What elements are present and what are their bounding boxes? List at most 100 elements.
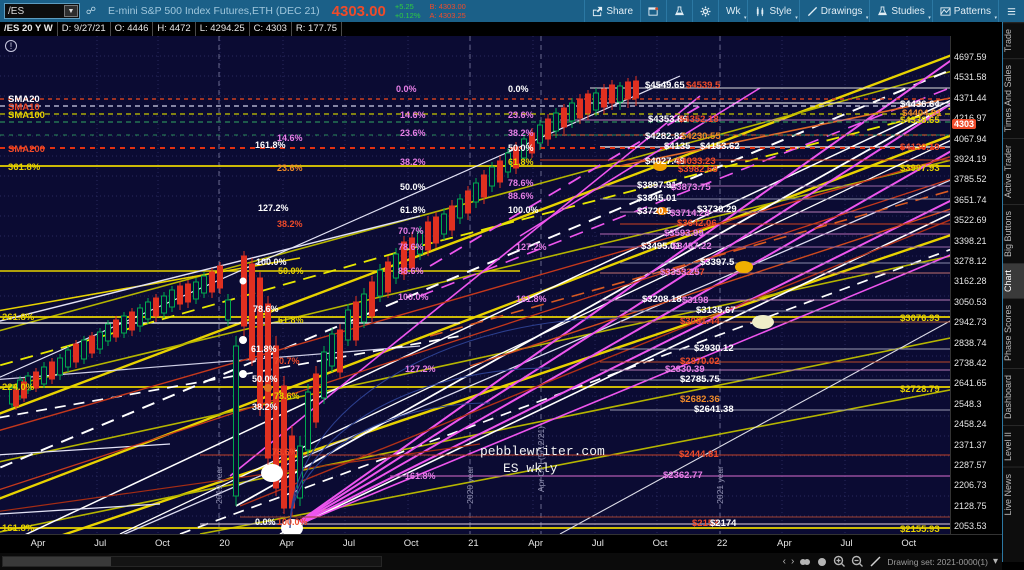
studies-button[interactable]: Studies ▾ (869, 0, 931, 22)
menu-button[interactable] (998, 0, 1024, 22)
fib-level-label: 23.6% (277, 163, 303, 173)
fib-level-label: 23.6% (400, 128, 426, 138)
price-level-tag: $4230.55 (681, 131, 721, 142)
price-level-tag: $3487.22 (672, 241, 712, 252)
top-toolbar: /ES ▼ ☍ E-mini S&P 500 Index Futures,ETH… (0, 0, 1024, 22)
price-level-tag: $4135 (664, 141, 691, 152)
time-axis-label: 21 (468, 538, 479, 549)
drawing-set-label[interactable]: Drawing set: 2021-0000(1) (887, 556, 988, 567)
price-level-tag: $3845.01 (637, 193, 677, 204)
symbol-description: E-mini S&P 500 Index Futures,ETH (DEC 21… (108, 5, 320, 17)
time-axis-label: Jul (840, 538, 853, 549)
fib-level-label: 161.8% (405, 471, 436, 481)
price-level-tag: $3897.91 (637, 180, 677, 191)
fib-level-label: 38.2% (252, 402, 278, 412)
sidebar-tab-times-and-sales[interactable]: Times And Sales (1003, 58, 1024, 139)
time-axis[interactable]: Apr Jul Oct 20 Apr Jul Oct 21 Apr Jul Oct 22 Apr Jul O… (0, 534, 1002, 553)
annotation-2021-year: 2021 year (715, 466, 725, 504)
pencil-icon[interactable] (869, 555, 882, 568)
fib-level-label: 50.0% (400, 182, 426, 192)
patterns-label: Patterns (953, 5, 991, 17)
fib-level-label: 0.0% (396, 84, 417, 94)
fib-level-label: 88.6% (508, 191, 534, 201)
fib-level-label: 38.2% (400, 157, 426, 167)
info-circle-icon[interactable]: ! (5, 40, 17, 52)
fib-level-label: 100.0% (398, 292, 429, 302)
price-level-tag: $2444.81 (679, 449, 719, 460)
symbol-selector[interactable]: /ES ▼ (4, 3, 80, 19)
price-level-tag: $4153.62 (700, 141, 740, 152)
price-axis-tick: 3398.21 (954, 235, 987, 246)
crosshair-icon[interactable] (816, 556, 828, 568)
right-sidebar-tabs[interactable]: Trade Times And Sales Active Trader Big But… (1002, 22, 1024, 562)
ask-price: A: 4303.25 (429, 11, 466, 20)
share-button[interactable]: Share (584, 0, 640, 22)
drawings-button[interactable]: Drawings ▾ (798, 0, 870, 22)
bid-ask-block: B: 4303.00 A: 4303.25 (421, 2, 466, 20)
fib-level-label: 61.8% (251, 344, 277, 354)
price-level-tag: $3081.44 (680, 316, 720, 327)
price-axis-tick: 4067.94 (954, 133, 987, 144)
sidebar-tab-level-ii[interactable]: Level II (1003, 424, 1024, 467)
price-level-tag: $2362.77 (663, 470, 703, 481)
fib-level-label: 161.8% (516, 294, 547, 304)
price-chart-canvas[interactable]: ! (0, 36, 950, 534)
price-level-tag: $4338.65 (900, 115, 940, 126)
magnet-icon[interactable] (799, 556, 811, 568)
chevron-down-icon[interactable]: ▾ (795, 15, 798, 21)
link-chain-icon[interactable]: ☍ (85, 5, 97, 17)
sidebar-tab-active-trader[interactable]: Active Trader (1003, 138, 1024, 205)
chevron-down-icon[interactable]: ▾ (994, 15, 997, 21)
price-level-tag: $3873.75 (671, 182, 711, 193)
info-low: L: 4294.25 (196, 22, 250, 36)
sidebar-tab-trade[interactable]: Trade (1003, 22, 1024, 59)
sidebar-tab-dashboard[interactable]: Dashboard (1003, 367, 1024, 425)
flask-icon (675, 5, 685, 15)
bid-price: B: 4303.00 (429, 2, 466, 11)
chevron-down-icon[interactable]: ▾ (928, 15, 931, 21)
horizontal-scrollbar[interactable] (2, 556, 382, 567)
sidebar-tab-phase-scores[interactable]: Phase Scores (1003, 298, 1024, 368)
patterns-button[interactable]: Patterns ▾ (931, 0, 998, 22)
calendar-button[interactable] (640, 0, 666, 22)
fib-level-label: 127.2% (405, 364, 436, 374)
price-axis[interactable]: 4697.59 4531.58 4371.44 4216.97 4067.94 3924.… (950, 36, 1002, 534)
zoom-in-icon[interactable] (833, 555, 846, 568)
annotation-2020-year: 2020 year (465, 466, 475, 504)
price-axis-tick: 4531.58 (954, 72, 987, 83)
price-level-tag: $3353.25 (660, 267, 700, 278)
time-axis-label: Apr (776, 538, 792, 549)
fib-level-label: 50.0% (278, 266, 304, 276)
next-arrow-icon[interactable]: › (790, 556, 795, 567)
prev-arrow-icon[interactable]: ‹ (782, 556, 786, 567)
fib-level-label: 78.6% (253, 304, 279, 314)
price-axis-tick: 2641.65 (954, 378, 987, 389)
sidebar-tab-chart[interactable]: Chart (1003, 263, 1024, 299)
zoom-out-icon[interactable] (851, 555, 864, 568)
chevron-down-icon[interactable]: ▼ (64, 5, 78, 17)
pencil-icon (807, 6, 817, 16)
fib-level-label: 127.2% (516, 242, 547, 252)
chevron-down-icon[interactable]: ▾ (865, 15, 869, 21)
studies-label: Studies (891, 5, 925, 17)
price-change-block: +5.25 +0.12% (386, 2, 421, 20)
timeframe-button[interactable]: Wk ▾ (718, 0, 747, 22)
chevron-down-icon[interactable]: ▾ (743, 15, 747, 21)
time-axis-label: 22 (716, 538, 728, 549)
settings-button[interactable] (692, 0, 718, 22)
sidebar-tab-live-news[interactable]: Live News (1003, 466, 1024, 522)
studies-quick-button[interactable] (666, 0, 692, 22)
price-level-tag: $3982.68 (678, 164, 718, 175)
fib-level-label: 0.0% (255, 517, 276, 527)
scrollbar-thumb[interactable] (3, 557, 111, 566)
fib-level-label: 61.8% (400, 205, 426, 215)
price-level-tag: $2728.79 (900, 384, 940, 395)
price-level-tag: $2870.02 (680, 356, 720, 367)
sidebar-tab-big-buttons[interactable]: Big Buttons (1003, 204, 1024, 264)
patterns-icon (940, 6, 951, 16)
annotation-2019-year: 2019 year (214, 466, 224, 504)
style-button[interactable]: Style ▾ (747, 0, 798, 22)
chevron-down-icon[interactable]: ▾ (992, 556, 998, 567)
drawings-label: Drawings (820, 5, 863, 17)
